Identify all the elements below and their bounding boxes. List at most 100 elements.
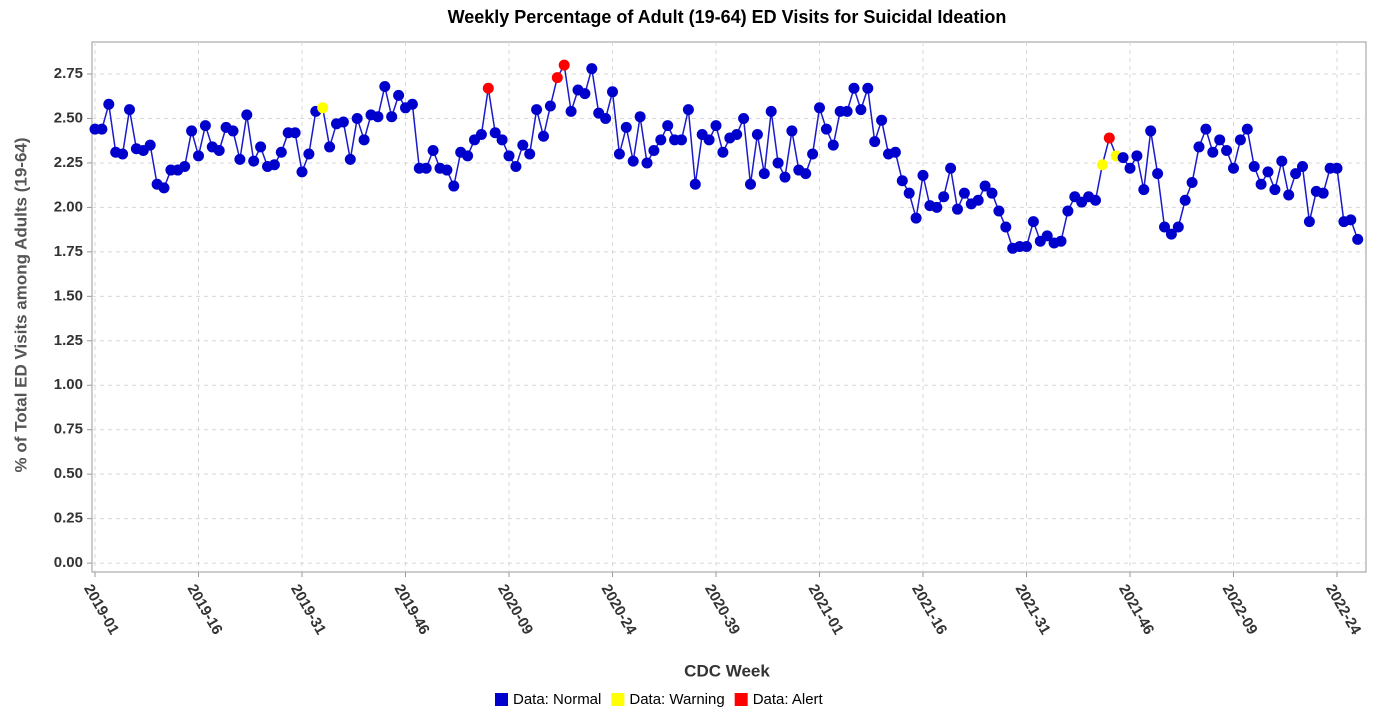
data-point [738, 112, 750, 124]
data-point [296, 166, 308, 178]
x-tick-label: 2022-24 [1322, 581, 1365, 638]
data-point [1103, 132, 1115, 144]
data-point [952, 203, 963, 215]
data-point [213, 144, 225, 156]
data-point [655, 134, 667, 146]
data-point [972, 194, 984, 206]
plot-frame [91, 41, 1367, 573]
y-tick-label: 1.25 [54, 332, 83, 349]
data-point [1331, 162, 1343, 174]
data-line [95, 62, 1359, 250]
data-point [1214, 134, 1226, 146]
data-point [1352, 233, 1364, 245]
x-tick-label: 2019-31 [287, 581, 329, 637]
data-point [393, 89, 405, 101]
y-tick-label: 0.00 [54, 554, 83, 571]
x-tick-label: 2021-31 [1012, 581, 1054, 637]
data-point [634, 111, 646, 123]
data-point [703, 134, 715, 146]
data-point [551, 72, 563, 84]
data-point [1345, 214, 1357, 226]
data-point [910, 212, 922, 224]
data-point [1221, 144, 1233, 156]
data-point [524, 148, 536, 160]
x-tick-label: 2020-39 [701, 581, 743, 637]
data-point [855, 104, 867, 116]
data-point [1228, 162, 1239, 174]
data-point [710, 120, 722, 132]
data-point [1200, 123, 1212, 135]
x-tick-label: 2022-09 [1219, 581, 1261, 637]
data-point [786, 125, 798, 137]
y-axis-title: % of Total ED Visits among Adults (19-64… [11, 137, 30, 472]
data-point [827, 139, 839, 151]
y-tick-label: 2.25 [54, 154, 83, 171]
x-tick-label: 2020-09 [494, 581, 536, 637]
data-point [1021, 241, 1032, 253]
data-point [324, 141, 336, 153]
data-point [337, 116, 349, 128]
data-point [779, 171, 791, 183]
data-point [462, 150, 474, 162]
data-point [227, 125, 239, 137]
data-point [600, 112, 612, 124]
data-point [558, 59, 570, 71]
data-point [96, 123, 108, 135]
data-point [1290, 168, 1302, 180]
data-point [1276, 155, 1288, 167]
data-point [1117, 152, 1129, 164]
x-tick-label: 2021-01 [805, 581, 847, 637]
x-tick-label: 2019-46 [391, 581, 433, 637]
data-point [903, 187, 915, 199]
data-point [255, 141, 267, 153]
data-point [682, 104, 694, 116]
data-point [268, 159, 280, 171]
data-point [234, 153, 246, 165]
data-point [358, 134, 370, 146]
data-point [1152, 168, 1164, 180]
data-point [641, 157, 653, 169]
data-point [448, 180, 460, 192]
y-tick-label: 1.50 [54, 287, 83, 304]
data-point [814, 102, 825, 114]
x-tick-label: 2019-01 [80, 581, 122, 637]
data-point [344, 153, 356, 165]
data-point [869, 136, 881, 148]
data-point [917, 169, 929, 181]
data-point [1172, 221, 1184, 233]
y-tick-label: 1.75 [54, 243, 83, 260]
data-point [648, 144, 660, 156]
data-point [503, 150, 515, 162]
y-tick-label: 0.75 [54, 421, 83, 438]
y-tick-label: 1.00 [54, 376, 83, 393]
x-tick-label: 2020-24 [598, 581, 641, 638]
data-point [538, 130, 549, 142]
data-point [731, 128, 743, 140]
data-point [1165, 228, 1177, 240]
data-point [289, 127, 301, 139]
data-point [1303, 216, 1315, 228]
data-point [158, 182, 170, 194]
data-point [1193, 141, 1205, 153]
data-point [1234, 134, 1246, 146]
data-point [317, 102, 329, 114]
data-point [1090, 194, 1101, 206]
data-point [745, 178, 756, 190]
y-tick-label: 2.75 [54, 65, 83, 82]
data-point [1179, 194, 1191, 206]
y-tick-label: 2.00 [54, 198, 83, 215]
data-point [1159, 221, 1170, 233]
data-point [931, 201, 943, 213]
data-point [565, 105, 577, 117]
x-tick-label: 2021-16 [908, 581, 950, 637]
data-point [406, 98, 418, 110]
data-point [351, 112, 363, 124]
x-axis-title: CDC Week [684, 661, 770, 680]
data-point [676, 134, 687, 146]
y-tick-label: 0.50 [54, 465, 83, 482]
data-point [248, 155, 260, 167]
data-point [607, 86, 618, 98]
data-point [586, 63, 598, 75]
legend-label: Data: Normal [513, 691, 601, 708]
data-point [986, 187, 998, 199]
